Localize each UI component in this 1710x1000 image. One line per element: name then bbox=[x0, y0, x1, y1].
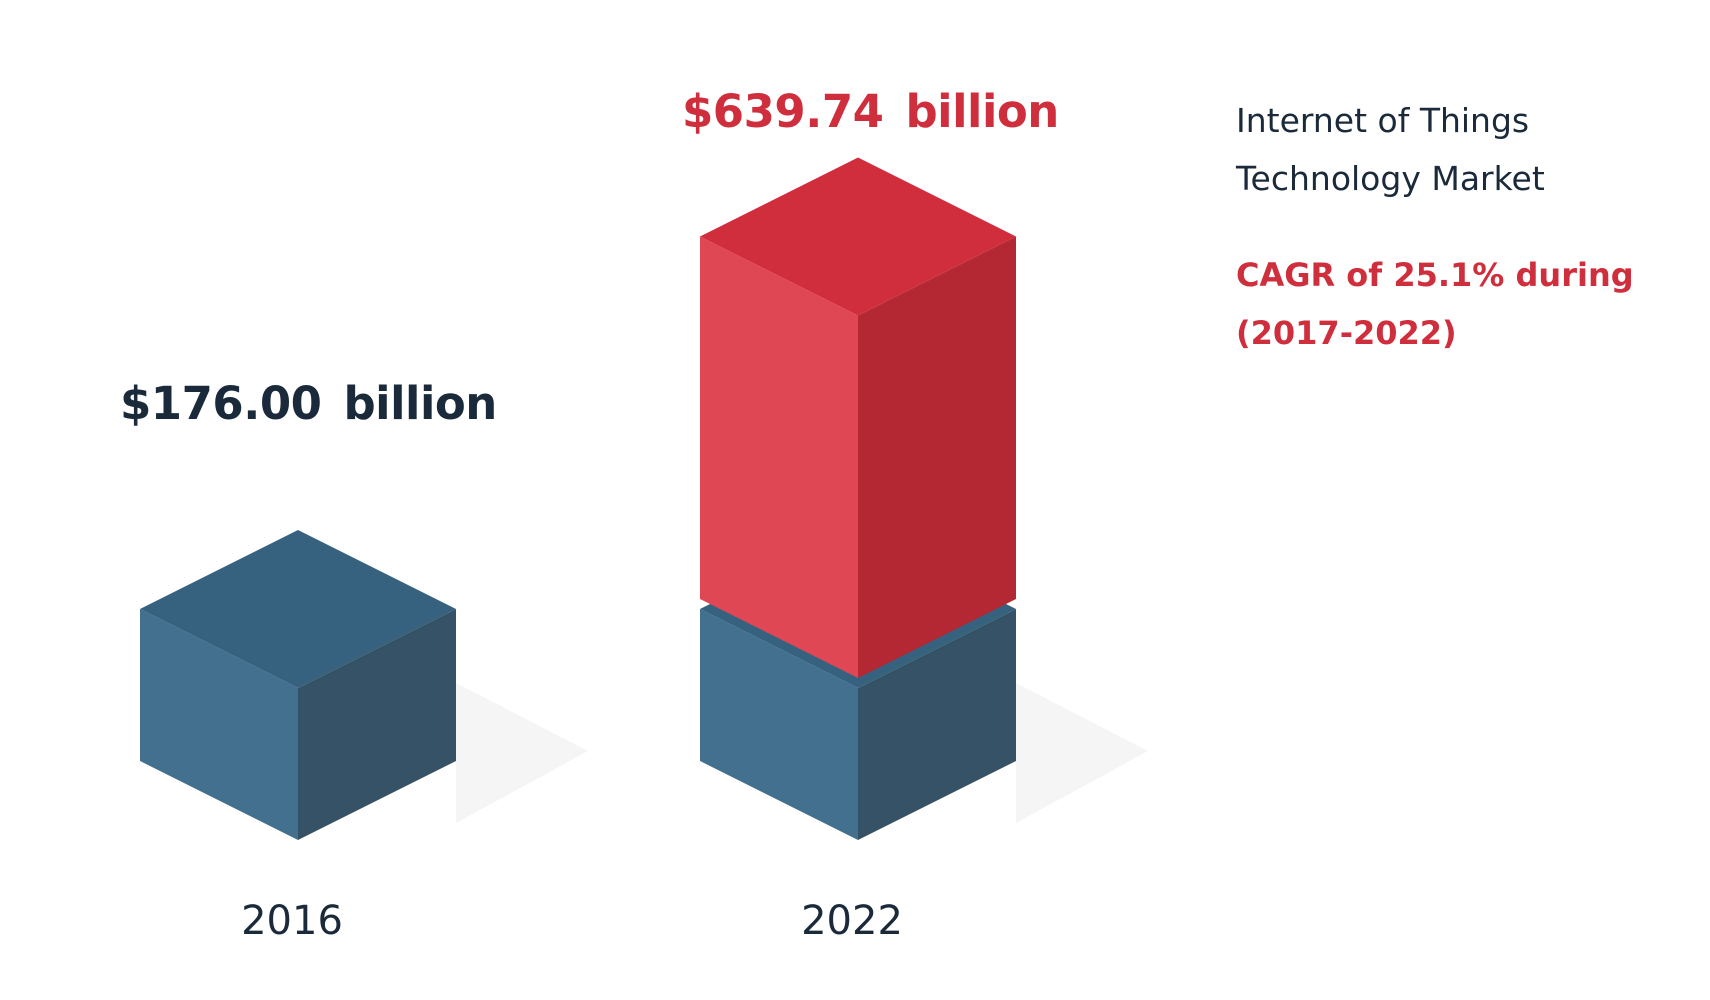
shadow-2022 bbox=[1016, 683, 1148, 823]
category-label-2022: 2022 bbox=[801, 898, 903, 944]
value-label-2022: $639.74 billion bbox=[682, 85, 1059, 138]
cagr-annotation-line-1: CAGR of 25.1% during bbox=[1236, 256, 1634, 294]
value-label-2016: $176.00 billion bbox=[120, 377, 497, 430]
category-label-2016: 2016 bbox=[241, 898, 343, 944]
cagr-annotation-line-2: (2017-2022) bbox=[1236, 314, 1457, 352]
chart-title-line-2: Technology Market bbox=[1236, 159, 1545, 198]
bar-base-2016-left-face bbox=[140, 609, 298, 840]
value-amount-2016: $176.00 bbox=[120, 377, 322, 430]
cagr-annotation: CAGR of 25.1% during (2017-2022) bbox=[1236, 246, 1634, 362]
bar-growth-2022-right-face bbox=[858, 236, 1016, 678]
value-unit-2016: billion bbox=[343, 377, 497, 430]
bar-base-2016-right-face bbox=[298, 609, 456, 840]
bar-growth-2022-top-face bbox=[700, 157, 1016, 316]
bar-base-2022-right-face bbox=[858, 609, 1016, 840]
bar-growth-2022-left-face bbox=[700, 236, 858, 678]
shadow-2016 bbox=[456, 683, 588, 823]
bar-base-2016-top-face bbox=[140, 530, 456, 688]
value-unit-2022: billion bbox=[905, 85, 1059, 138]
value-amount-2022: $639.74 bbox=[682, 85, 884, 138]
chart-title-line-1: Internet of Things bbox=[1236, 101, 1530, 140]
bar-base-2022-left-face bbox=[700, 609, 858, 840]
chart-title: Internet of Things Technology Market bbox=[1236, 92, 1545, 208]
